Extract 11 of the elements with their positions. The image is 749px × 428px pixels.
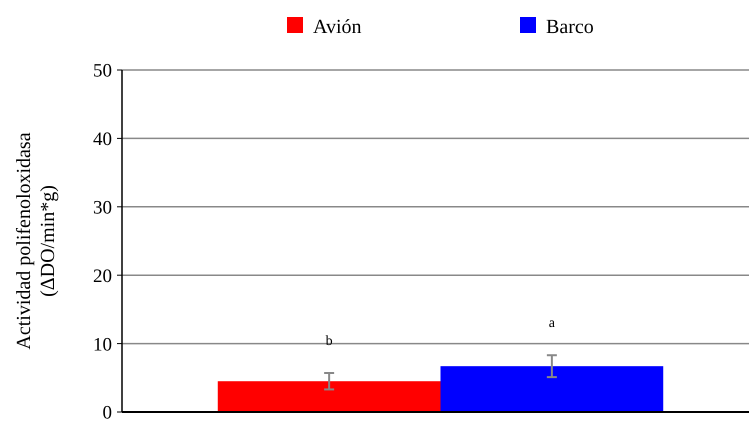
legend-label: Barco — [546, 16, 594, 38]
y-tick-label: 0 — [102, 402, 112, 424]
y-tick-label: 10 — [93, 334, 112, 356]
annotation: b — [326, 334, 333, 349]
y-tick-label: 40 — [93, 129, 112, 150]
y-tick-label: 30 — [93, 197, 112, 218]
legend-label: Avión — [313, 16, 362, 38]
y-axis-title: Actividad polifenoloxidasa (ΔDO/min*g) — [13, 132, 59, 350]
y-tick-label: 20 — [93, 266, 112, 287]
annotation: a — [548, 316, 556, 332]
y-tick-label: 50 — [93, 60, 112, 82]
